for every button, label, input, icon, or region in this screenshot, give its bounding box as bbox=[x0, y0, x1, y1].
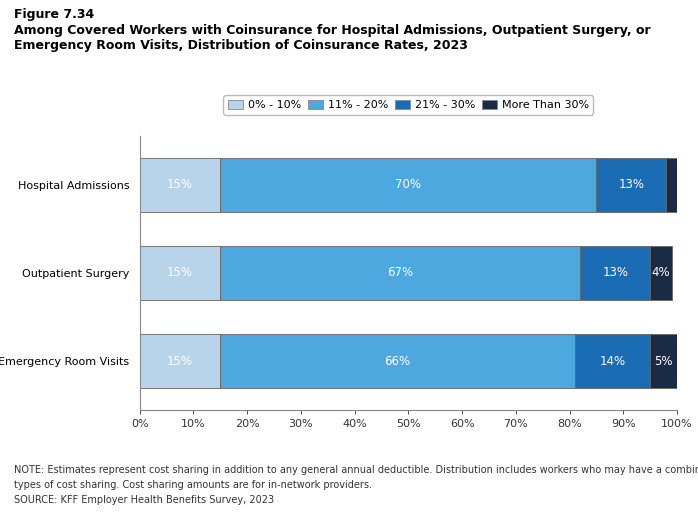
Text: types of cost sharing. Cost sharing amounts are for in-network providers.: types of cost sharing. Cost sharing amou… bbox=[14, 480, 372, 490]
Text: 66%: 66% bbox=[385, 354, 410, 367]
Text: 13%: 13% bbox=[602, 267, 628, 279]
Text: Figure 7.34: Figure 7.34 bbox=[14, 8, 94, 21]
Bar bbox=[596, 158, 667, 212]
Bar bbox=[667, 158, 677, 212]
Text: NOTE: Estimates represent cost sharing in addition to any general annual deducti: NOTE: Estimates represent cost sharing i… bbox=[14, 465, 698, 475]
Legend: 0% - 10%, 11% - 20%, 21% - 30%, More Than 30%: 0% - 10%, 11% - 20%, 21% - 30%, More Tha… bbox=[223, 96, 593, 114]
Bar bbox=[650, 246, 671, 300]
Bar bbox=[221, 246, 580, 300]
Bar bbox=[575, 334, 650, 388]
Text: 13%: 13% bbox=[618, 178, 644, 192]
Bar bbox=[140, 158, 221, 212]
Text: 67%: 67% bbox=[387, 267, 413, 279]
Text: 15%: 15% bbox=[167, 178, 193, 192]
Text: 15%: 15% bbox=[167, 354, 193, 367]
Text: 70%: 70% bbox=[395, 178, 422, 192]
Text: 4%: 4% bbox=[652, 267, 670, 279]
Bar bbox=[140, 246, 221, 300]
Text: 5%: 5% bbox=[654, 354, 673, 367]
Bar bbox=[221, 158, 596, 212]
Text: 15%: 15% bbox=[167, 267, 193, 279]
Text: Among Covered Workers with Coinsurance for Hospital Admissions, Outpatient Surge: Among Covered Workers with Coinsurance f… bbox=[14, 24, 651, 37]
Bar bbox=[650, 334, 677, 388]
Bar bbox=[580, 246, 650, 300]
Text: Emergency Room Visits, Distribution of Coinsurance Rates, 2023: Emergency Room Visits, Distribution of C… bbox=[14, 39, 468, 52]
Bar bbox=[221, 334, 575, 388]
Bar bbox=[140, 334, 221, 388]
Text: 14%: 14% bbox=[600, 354, 625, 367]
Text: SOURCE: KFF Employer Health Benefits Survey, 2023: SOURCE: KFF Employer Health Benefits Sur… bbox=[14, 495, 274, 505]
